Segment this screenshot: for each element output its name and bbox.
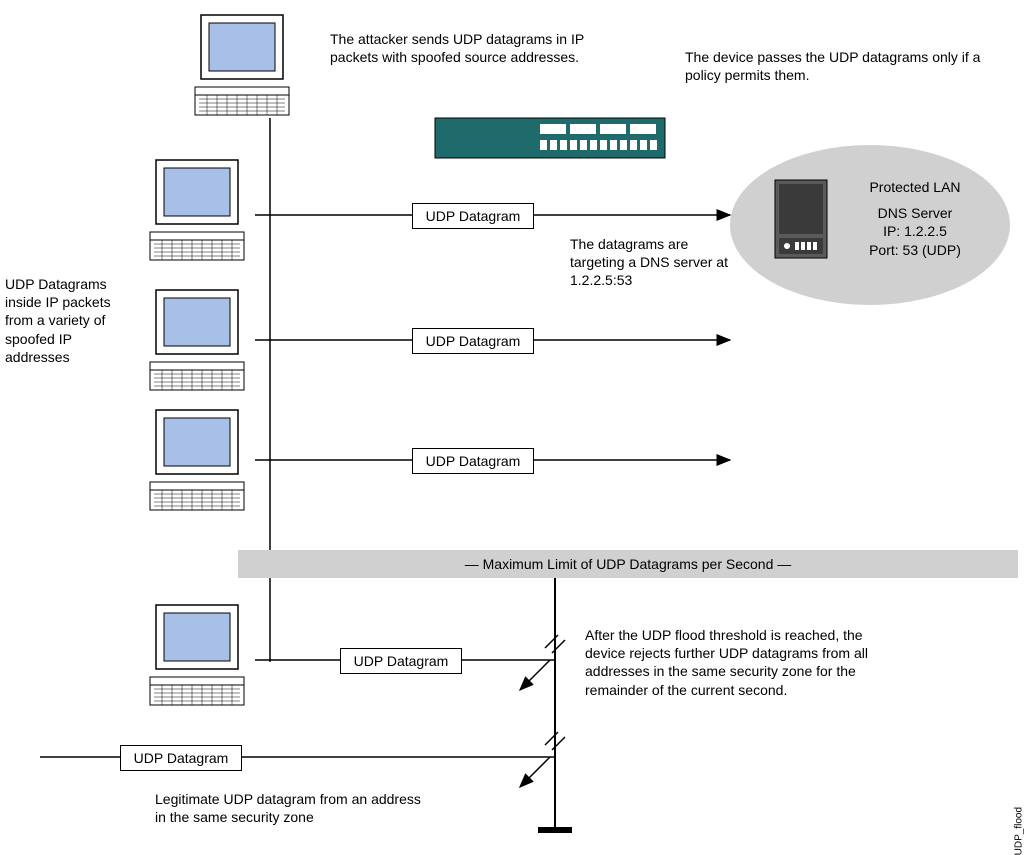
spoofed-computer-icon-1 [150, 160, 244, 260]
device-description: The device passes the UDP datagrams only… [685, 48, 985, 84]
lan-title: Protected LAN [840, 178, 990, 196]
attacker-computer-icon [195, 15, 289, 115]
after-description: After the UDP flood threshold is reached… [585, 626, 895, 699]
udp-datagram-box-2: UDP Datagram [412, 328, 534, 354]
lan-ip: IP: 1.2.2.5 [840, 222, 990, 240]
lan-server-type: DNS Server [840, 204, 990, 222]
side-description: UDP Datagrams inside IP packets from a v… [5, 275, 140, 366]
udp-datagram-box-3: UDP Datagram [412, 448, 534, 474]
spoofed-computer-icon-2 [150, 290, 244, 390]
diagram-id: UDP_flood [1013, 807, 1024, 855]
firewall-device-icon [435, 118, 665, 158]
udp-datagram-box-1: UDP Datagram [412, 203, 534, 229]
spoofed-computer-icon-4 [150, 605, 244, 705]
reject-mark-2 [520, 732, 565, 787]
udp-datagram-box-4: UDP Datagram [340, 648, 462, 674]
limit-bar: — Maximum Limit of UDP Datagrams per Sec… [238, 550, 1018, 578]
diagram-canvas [0, 0, 1036, 837]
legit-description: Legitimate UDP datagram from an address … [155, 790, 435, 826]
dns-server-icon [775, 180, 827, 258]
lan-port: Port: 53 (UDP) [840, 241, 990, 259]
reject-mark-1 [520, 635, 565, 690]
protected-lan-text: Protected LAN DNS Server IP: 1.2.2.5 Por… [840, 178, 990, 259]
spoofed-computer-icon-3 [150, 410, 244, 510]
targeting-description: The datagrams are targeting a DNS server… [570, 235, 730, 290]
udp-datagram-box-5: UDP Datagram [120, 745, 242, 771]
attacker-description: The attacker sends UDP datagrams in IP p… [330, 30, 590, 66]
